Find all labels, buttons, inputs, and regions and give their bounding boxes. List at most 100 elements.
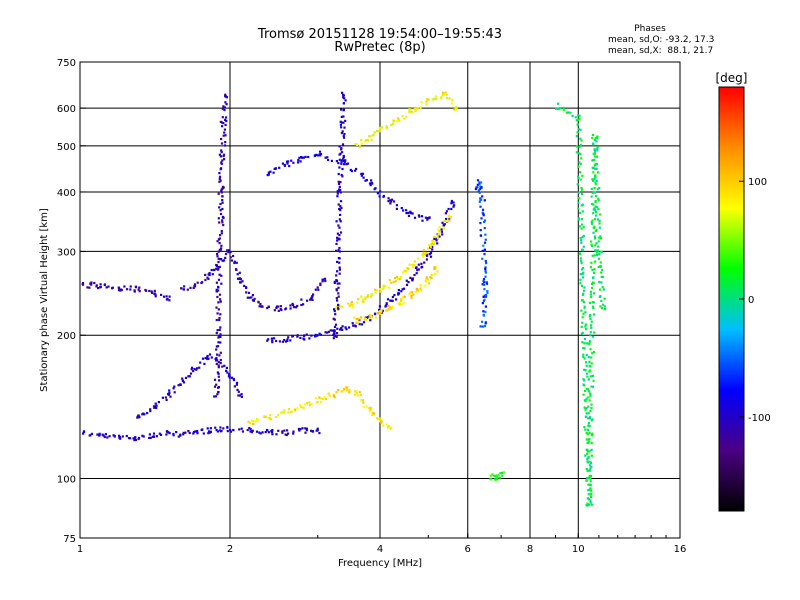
echo-point	[82, 430, 85, 433]
echo-point	[292, 430, 295, 433]
echo-point	[450, 199, 453, 203]
trace	[353, 266, 439, 324]
echo-point	[275, 339, 278, 343]
echo-point	[578, 118, 581, 121]
echo-point	[450, 202, 453, 205]
echo-point	[433, 240, 436, 243]
echo-point	[582, 312, 585, 315]
echo-point	[219, 202, 222, 206]
echo-point	[596, 218, 599, 221]
echo-point	[498, 476, 501, 479]
echo-point	[308, 337, 311, 340]
echo-point	[453, 204, 456, 207]
echo-point	[251, 294, 254, 297]
echo-point	[603, 305, 606, 308]
echo-point	[499, 472, 502, 475]
echo-point	[327, 330, 330, 333]
echo-point	[275, 305, 279, 308]
echo-point	[431, 248, 434, 251]
echo-point	[482, 314, 485, 317]
echo-point	[435, 95, 438, 98]
echo-point	[284, 433, 287, 436]
echo-point	[341, 91, 344, 94]
echo-point	[339, 209, 342, 212]
echo-point	[157, 401, 160, 404]
echo-point	[223, 259, 226, 262]
echo-point	[424, 284, 427, 287]
echo-point	[113, 435, 116, 438]
echo-point	[484, 271, 487, 274]
echo-point	[337, 162, 340, 165]
echo-point	[592, 171, 595, 174]
echo-point	[248, 427, 251, 430]
echo-point	[219, 426, 222, 429]
echo-point	[223, 153, 226, 156]
echo-point	[302, 337, 305, 340]
echo-point	[356, 394, 359, 397]
echo-point	[444, 91, 447, 94]
echo-point	[590, 320, 593, 323]
echo-point	[332, 333, 335, 336]
echo-point	[220, 149, 223, 152]
echo-point	[385, 302, 388, 305]
echo-point	[271, 429, 274, 432]
echo-point	[591, 268, 594, 272]
echo-point	[584, 428, 587, 431]
echo-point	[218, 221, 221, 224]
echo-point	[580, 193, 584, 196]
echo-point	[159, 433, 163, 436]
echo-point	[592, 208, 595, 211]
echo-point	[590, 362, 593, 365]
echo-point	[450, 207, 453, 211]
echo-point	[255, 430, 259, 433]
echo-point	[589, 334, 592, 337]
echo-point	[235, 383, 238, 386]
echo-point	[584, 369, 587, 372]
echo-point	[168, 299, 171, 302]
echo-point	[418, 215, 421, 218]
echo-point	[588, 399, 591, 402]
echo-point	[358, 391, 361, 394]
echo-point	[138, 286, 141, 289]
echo-point	[392, 122, 395, 125]
echo-point	[591, 385, 595, 388]
echo-point	[595, 228, 598, 231]
echo-point	[249, 428, 252, 431]
echo-point	[400, 299, 403, 302]
echo-point	[580, 227, 583, 230]
echo-point	[217, 375, 220, 378]
echo-point	[298, 429, 301, 432]
echo-point	[590, 220, 593, 224]
echo-point	[154, 402, 157, 405]
echo-point	[445, 217, 448, 221]
echo-point	[420, 101, 423, 104]
echo-point	[370, 293, 373, 296]
echo-point	[303, 403, 307, 406]
echo-point	[167, 392, 170, 395]
echo-point	[323, 396, 326, 399]
echo-point	[149, 410, 152, 413]
echo-point	[444, 212, 447, 215]
echo-point	[589, 501, 592, 504]
echo-point	[90, 432, 93, 435]
echo-point	[218, 177, 221, 180]
echo-point	[336, 282, 339, 285]
echo-point	[581, 316, 584, 319]
echo-point	[218, 237, 221, 240]
echo-point	[215, 264, 218, 267]
echo-point	[381, 126, 384, 129]
echo-point	[348, 304, 351, 308]
echo-point	[589, 499, 592, 502]
echo-point	[408, 110, 411, 113]
echo-point	[220, 161, 223, 164]
echo-point	[443, 93, 446, 96]
echo-point	[358, 320, 361, 323]
echo-point	[360, 316, 363, 319]
echo-point	[223, 131, 226, 134]
echo-point	[405, 209, 408, 212]
echo-point	[480, 181, 483, 184]
chart-title: Tromsø 20151128 19:54:00–19:55:43	[257, 27, 503, 42]
echo-point	[117, 286, 120, 289]
echo-point	[588, 425, 591, 428]
echo-point	[221, 219, 224, 222]
